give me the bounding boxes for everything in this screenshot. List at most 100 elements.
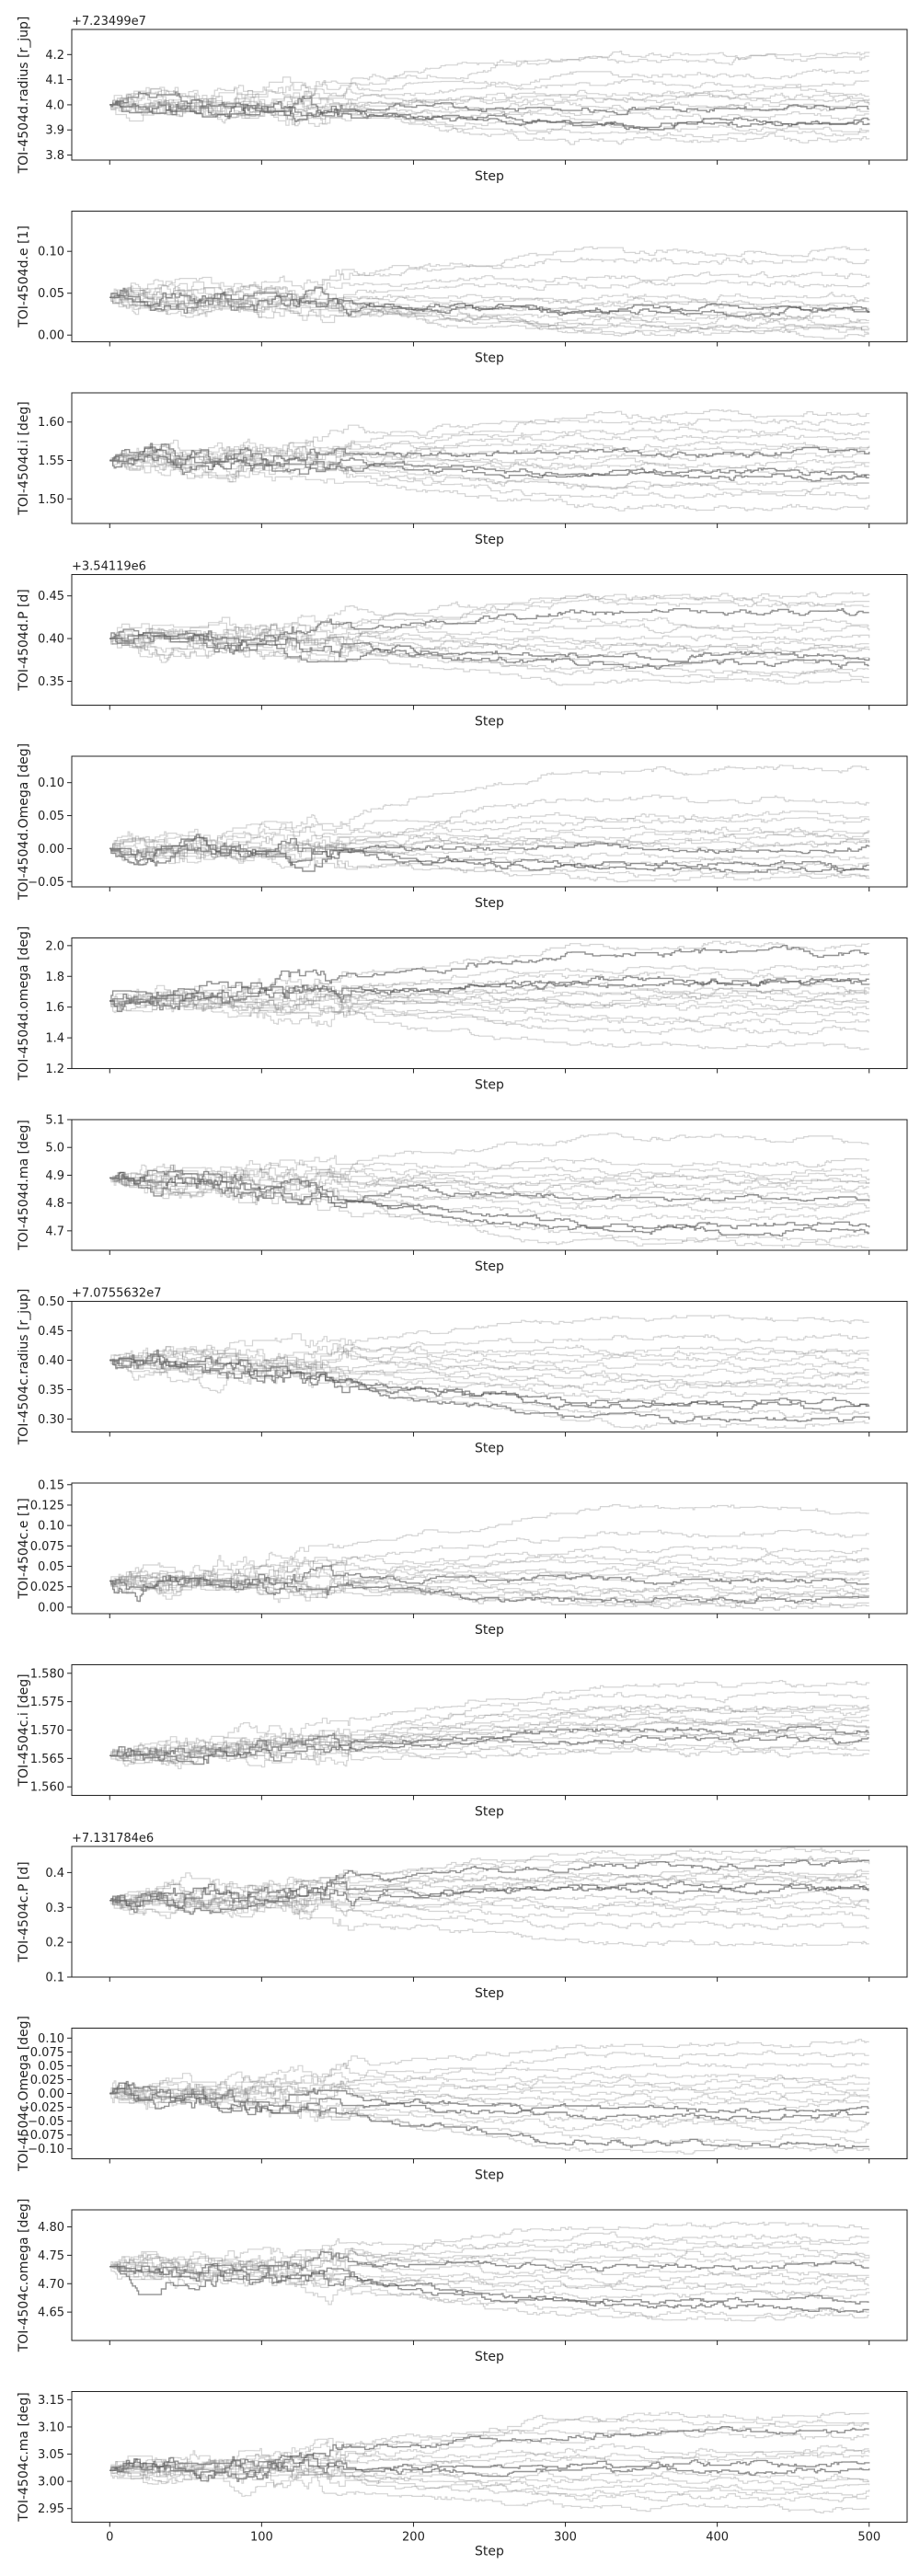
y-tick-label: 4.65 (38, 2306, 64, 2320)
walker-trace-line (109, 2450, 870, 2477)
walker-trace-line (109, 2459, 869, 2482)
trace-panel: 4.65 4.70 4.75 4.80 Step TOI-4504c.omega [deg… (17, 2199, 908, 2364)
walker-trace-line (109, 2082, 869, 2102)
y-tick-label: 4.80 (38, 2221, 64, 2235)
walker-trace-line (109, 985, 869, 1011)
y-tick-label: 3.8 (45, 149, 64, 163)
walker-trace-line (109, 1704, 869, 1762)
y-tick-label: 4.1 (45, 74, 64, 87)
y-axis-label: TOI-4504d.Omega [deg] (17, 743, 31, 901)
walker-trace-line (109, 2461, 870, 2513)
walker-trace-line (109, 765, 869, 856)
y-tick-label: 4.7 (45, 1225, 64, 1238)
walker-trace-line (109, 276, 869, 309)
walker-trace-line (109, 1570, 869, 1602)
y-tick-label: 1.580 (30, 1667, 64, 1681)
walker-trace-line (109, 1565, 869, 1603)
walker-trace-line (109, 1166, 869, 1198)
y-axis-label: TOI-4504d.radius [r_jup] (17, 17, 31, 175)
walker-trace-line (109, 2251, 869, 2278)
walker-group (109, 940, 870, 1051)
y-tick-label: 0.50 (38, 1295, 64, 1309)
walker-trace-line (109, 2454, 869, 2485)
y-tick-label: 0.45 (38, 1325, 64, 1339)
axis-offset-label: +7.131784e6 (72, 1832, 154, 1846)
walker-trace-line (109, 1355, 869, 1385)
walker-trace-line (109, 837, 870, 864)
y-tick-label: 0.00 (38, 329, 64, 343)
walker-trace-line (109, 1883, 869, 1948)
axis-offset-label: +7.23499e7 (72, 15, 146, 29)
walker-trace-line (109, 990, 869, 1010)
y-tick-label: 0.10 (38, 776, 64, 790)
walker-trace-line (109, 1741, 870, 1765)
y-tick-label: 1.2 (45, 1063, 64, 1076)
walker-trace-line (109, 1705, 869, 1765)
walker-trace-line (109, 270, 870, 309)
plot-frame (71, 392, 908, 524)
walker-group (109, 2221, 870, 2322)
walker-trace-line (109, 91, 869, 132)
y-axis-label: TOI-4504d.i [deg] (17, 401, 31, 515)
walker-trace-line (109, 1691, 869, 1757)
trace-panel: −0.10−0.075−0.05−0.0250.000.0250.050.075… (17, 2016, 908, 2183)
walker-trace-line (109, 1346, 870, 1401)
y-tick-label: 3.15 (38, 2394, 64, 2408)
x-axis-label: Step (475, 169, 504, 184)
walker-trace-line (109, 627, 869, 649)
x-axis-label: Step (475, 1805, 504, 1820)
walker-trace-line (109, 2244, 870, 2281)
plot-frame (71, 1846, 908, 1978)
walker-trace-line (109, 2426, 869, 2471)
walker-trace-line (109, 835, 869, 861)
y-tick-label: 1.565 (30, 1753, 64, 1766)
walker-trace-line (109, 1734, 869, 1765)
walker-trace-line (109, 2452, 870, 2480)
y-tick-label: −0.075 (20, 2129, 64, 2143)
walker-trace-line (109, 452, 870, 471)
walker-trace-line (109, 290, 869, 313)
walker-trace-line (109, 633, 869, 679)
walker-trace-line (109, 409, 870, 465)
walker-trace-line (109, 963, 869, 1010)
walker-trace-line (109, 834, 869, 874)
x-axis-label: Step (475, 1078, 504, 1093)
x-axis-label: Step (475, 533, 504, 547)
walker-trace-line (109, 1884, 869, 1909)
trace-panel: 3.8 3.9 4.0 4.1 4.2 Step TOI-4504d.radius [r_j… (17, 15, 908, 184)
walker-trace-line (109, 1347, 869, 1371)
walker-trace-line (109, 98, 870, 145)
walker-group (109, 1680, 870, 1770)
y-tick-label: 0.4 (45, 1867, 64, 1880)
walker-trace-line (109, 287, 870, 317)
y-tick-label: 0.00 (38, 1601, 64, 1615)
y-tick-label: 3.00 (38, 2476, 64, 2490)
x-axis-label: Step (475, 1259, 504, 1274)
walker-trace-line (109, 98, 869, 121)
trace-panel: 0.30 0.35 0.40 0.45 0.50 Step TOI-4504c.radius… (17, 1287, 908, 1456)
trace-panel: 0.35 0.40 0.45 Step TOI-4504d.P [d] +3.54119e… (17, 560, 908, 730)
y-tick-label: 3.05 (38, 2448, 64, 2462)
walker-trace-line (109, 992, 869, 1021)
walker-group (109, 1133, 870, 1248)
walker-trace-line (109, 1565, 869, 1594)
y-tick-label: 4.2 (45, 49, 64, 63)
walker-trace-line (109, 282, 869, 306)
y-tick-label: 0.2 (45, 1937, 64, 1950)
walker-trace-line (109, 628, 869, 670)
walker-group (109, 2411, 870, 2513)
walker-trace-line (109, 78, 869, 113)
walker-trace-line (109, 2089, 870, 2124)
walker-trace-line (109, 441, 870, 469)
walker-trace-line (109, 1564, 869, 1593)
y-tick-label: 0.40 (38, 1354, 64, 1368)
walker-trace-line (109, 2239, 869, 2283)
walker-trace-line (109, 831, 869, 883)
x-axis-label: Step (475, 1623, 504, 1638)
x-axis-label: Step (475, 1442, 504, 1456)
y-axis-label: TOI-4504d.P [d] (17, 589, 31, 691)
walker-trace-line (109, 91, 870, 118)
y-tick-label: 4.70 (38, 2278, 64, 2292)
walker-trace-line (109, 439, 869, 493)
walker-trace-line (109, 1171, 869, 1237)
